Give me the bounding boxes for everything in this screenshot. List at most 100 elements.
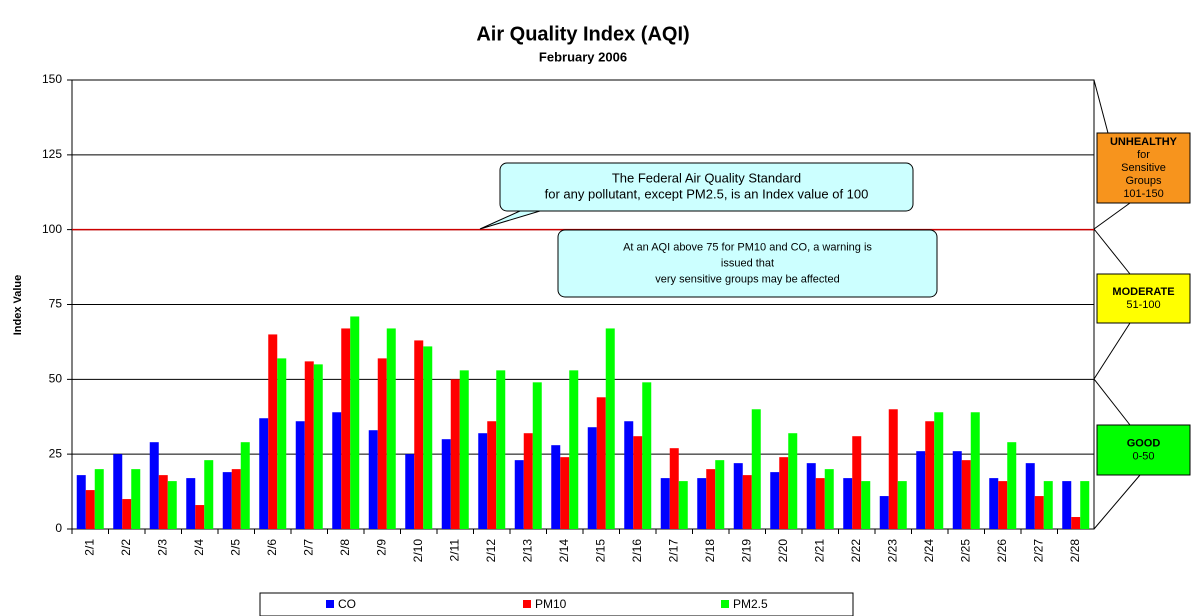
bar [332, 412, 342, 529]
bar [751, 409, 761, 529]
x-tick-label: 2/26 [995, 539, 1009, 563]
legend-label: PM2.5 [733, 597, 768, 611]
bar [596, 397, 606, 529]
x-tick-label: 2/10 [411, 539, 425, 563]
callout-pointer [479, 210, 541, 230]
chart-title: Air Quality Index (AQI) [476, 23, 689, 45]
bar [742, 475, 752, 529]
bar [706, 469, 716, 529]
bar [1080, 481, 1090, 529]
y-tick-label: 25 [49, 446, 63, 460]
x-tick-label: 2/15 [593, 539, 607, 563]
legend-swatch [721, 600, 729, 608]
band-text: Groups [1125, 175, 1162, 187]
band-text: 101-150 [1123, 188, 1163, 200]
band-title: MODERATE [1112, 286, 1174, 298]
x-tick-label: 2/2 [119, 539, 133, 556]
bar [487, 421, 497, 529]
bar [414, 340, 424, 529]
band-text: Sensitive [1121, 162, 1166, 174]
bar [204, 460, 214, 529]
bar [824, 469, 834, 529]
bar [678, 481, 688, 529]
x-tick-label: 2/22 [849, 539, 863, 563]
bar [158, 475, 168, 529]
bar [1025, 463, 1035, 529]
x-tick-label: 2/16 [630, 539, 644, 563]
x-tick-label: 2/19 [739, 539, 753, 563]
bar [195, 505, 205, 529]
y-tick-label: 75 [49, 297, 63, 311]
bar [952, 451, 962, 529]
bar [277, 358, 287, 529]
x-tick-label: 2/14 [557, 539, 571, 563]
callout-text: The Federal Air Quality Standard [612, 170, 801, 185]
bar [770, 472, 780, 529]
bar [934, 412, 944, 529]
bar [660, 478, 670, 529]
bar [1062, 481, 1072, 529]
bar [925, 421, 935, 529]
band-box [1096, 273, 1191, 324]
band-text: 0-50 [1132, 450, 1154, 462]
callout-text: for any pollutant, except PM2.5, is an I… [545, 186, 869, 201]
bar [222, 472, 232, 529]
bar [788, 433, 798, 529]
y-tick-label: 125 [42, 147, 62, 161]
band-box [1096, 132, 1191, 204]
bar [94, 469, 104, 529]
bar [879, 496, 889, 529]
bar [624, 421, 634, 529]
x-tick-label: 2/20 [776, 539, 790, 563]
legend-label: PM10 [535, 597, 567, 611]
legend [259, 592, 854, 616]
bar [998, 481, 1008, 529]
bar [587, 427, 597, 529]
bar [1007, 442, 1017, 529]
bar [897, 481, 907, 529]
bar [1043, 481, 1053, 529]
x-tick-label: 2/11 [447, 539, 461, 562]
band-text: for [1137, 149, 1150, 161]
bar [970, 412, 980, 529]
bar [532, 382, 542, 529]
bar [76, 475, 86, 529]
bar [313, 364, 323, 529]
bar [405, 454, 415, 529]
callout-text: issued that [721, 257, 774, 269]
bar [167, 481, 177, 529]
bar [697, 478, 707, 529]
bar [605, 328, 615, 529]
x-tick-label: 2/17 [666, 539, 680, 563]
x-tick-label: 2/3 [155, 539, 169, 556]
bar [523, 433, 533, 529]
x-tick-label: 2/13 [520, 539, 534, 563]
bar [186, 478, 196, 529]
bar [989, 478, 999, 529]
bar [669, 448, 679, 529]
band-arrows [1093, 79, 1141, 530]
bar [459, 370, 469, 529]
bar [478, 433, 488, 529]
bar [633, 436, 643, 529]
callout-text: At an AQI above 75 for PM10 and CO, a wa… [623, 241, 872, 253]
bar [377, 358, 387, 529]
bar [815, 478, 825, 529]
bar [304, 361, 314, 529]
bar [441, 439, 451, 529]
x-tick-label: 2/5 [228, 539, 242, 556]
y-axis-label: Index Value [12, 275, 24, 336]
bar [131, 469, 141, 529]
bar [861, 481, 871, 529]
y-tick-label: 50 [49, 372, 63, 386]
bar [149, 442, 159, 529]
bar [423, 346, 433, 529]
band-text: 51-100 [1126, 299, 1160, 311]
bar [450, 379, 460, 529]
bar [295, 421, 305, 529]
band-title: UNHEALTHY [1110, 136, 1178, 148]
x-tick-label: 2/27 [1031, 539, 1045, 563]
bar [350, 316, 360, 529]
bar [496, 370, 506, 529]
bar [368, 430, 378, 529]
